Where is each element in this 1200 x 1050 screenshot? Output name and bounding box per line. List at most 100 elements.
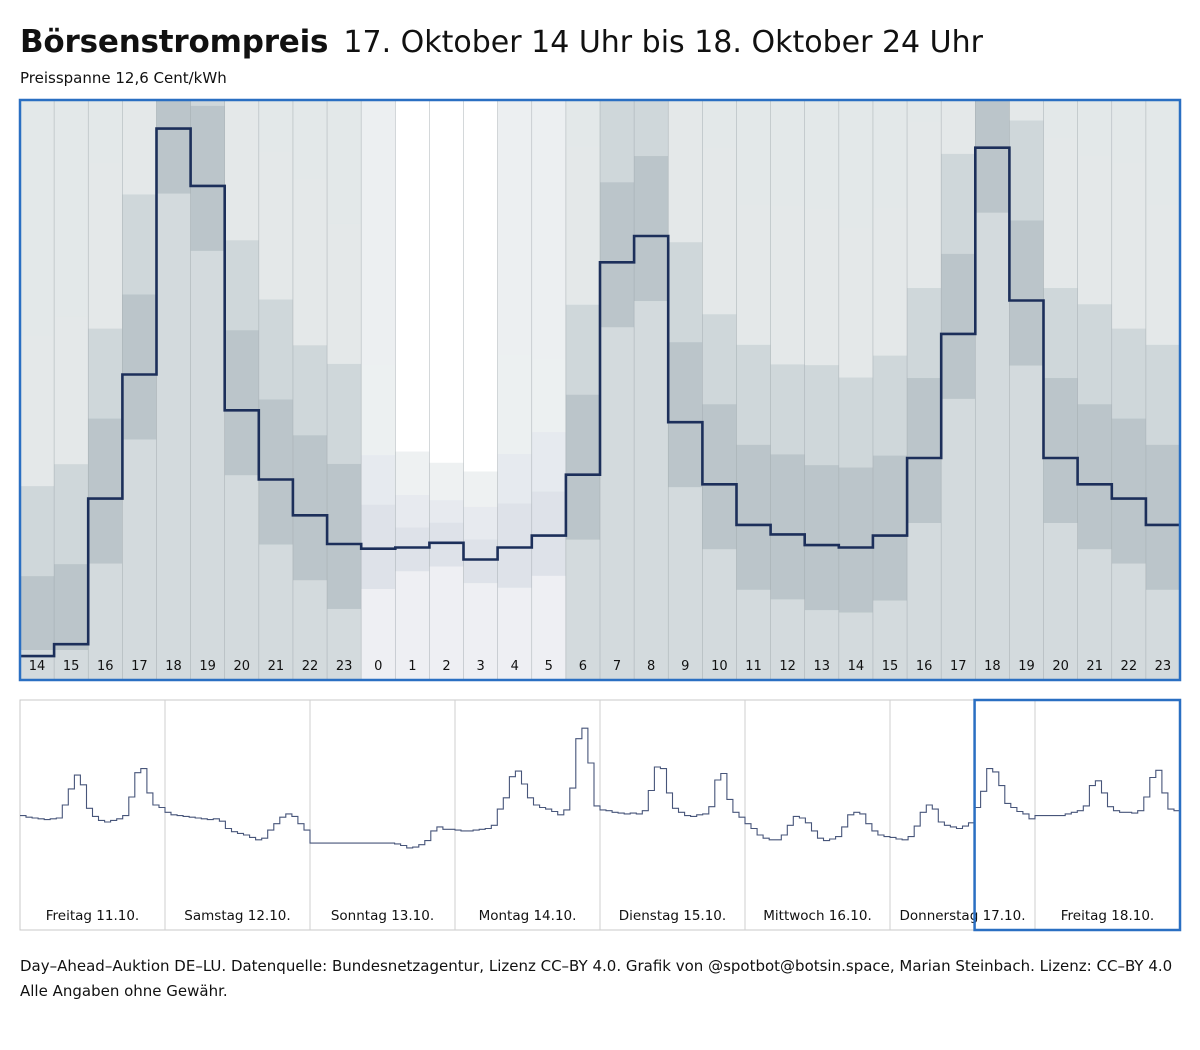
hour-tick-label: 22: [302, 659, 319, 674]
hour-band-core-11: [395, 527, 430, 572]
hour-tick-label: 21: [1086, 659, 1103, 674]
hour-band-lower-3: [122, 439, 157, 680]
chart-title: Börsenstrompreis: [20, 24, 329, 60]
hour-band-core-24: [838, 467, 873, 613]
hour-band-lower-21: [736, 589, 771, 680]
hour-band-core-18: [634, 156, 669, 302]
hour-band-core-14: [497, 503, 532, 588]
hour-tick-label: 1: [408, 659, 416, 674]
day-label: Montag 14.10.: [479, 908, 577, 924]
hour-tick-label: 6: [579, 659, 587, 674]
hour-tick-label: 19: [199, 659, 216, 674]
hour-tick-label: 18: [165, 659, 182, 674]
hour-band-core-2: [88, 418, 123, 564]
main-chart: 14 15 16 17 18 19 20 21 22 23 0 1 2 3 4 5 6 7 8 9 10 11 12 13 14…: [18, 98, 1182, 682]
hour-band-lower-5: [190, 250, 225, 681]
hour-tick-label: 3: [476, 659, 484, 674]
hour-tick-label: 15: [882, 659, 899, 674]
hour-tick-label: 5: [545, 659, 553, 674]
chart-title-row: Börsenstrompreis 17. Oktober 14 Uhr bis …: [20, 24, 983, 60]
hour-tick-label: 20: [1052, 659, 1069, 674]
hour-tick-label: 18: [984, 659, 1001, 674]
hour-tick-label: 2: [442, 659, 450, 674]
hour-tick-label: 9: [681, 659, 689, 674]
hour-band-lower-9: [327, 608, 362, 680]
hour-band-lower-33: [1145, 589, 1180, 680]
hour-tick-label: 0: [374, 659, 382, 674]
hour-band-lower-8: [292, 580, 328, 680]
day-label: Sonntag 13.10.: [331, 908, 434, 924]
hour-band-lower-20: [702, 549, 737, 680]
hour-band-core-9: [327, 463, 362, 609]
hour-tick-label: 4: [511, 659, 519, 674]
hour-band-core-22: [770, 454, 805, 600]
hour-band-core-21: [736, 444, 771, 590]
hour-band-lower-4: [156, 193, 191, 680]
hour-band-core-19: [668, 342, 703, 488]
hour-band-core-25: [872, 455, 908, 601]
hour-band-core-7: [258, 399, 293, 545]
hour-tick-label: 23: [1155, 659, 1172, 674]
hour-tick-label: 16: [97, 659, 114, 674]
hour-band-lower-12: [429, 566, 464, 680]
hour-tick-label: 10: [711, 659, 728, 674]
chart-date-range: 17. Oktober 14 Uhr bis 18. Oktober 24 Uh…: [343, 25, 983, 60]
hour-band-core-1: [54, 564, 89, 650]
hour-band-lower-26: [907, 523, 942, 680]
hour-band-lower-22: [770, 599, 805, 680]
hour-band-core-6: [224, 330, 259, 476]
hour-band-core-15: [531, 491, 566, 576]
hour-band-core-20: [702, 404, 737, 550]
hour-band-core-3: [122, 294, 157, 440]
hour-band-lower-25: [872, 600, 908, 680]
hour-band-core-10: [361, 504, 396, 589]
hour-tick-label: 14: [848, 659, 865, 674]
hour-tick-label: 13: [813, 659, 830, 674]
day-label: Freitag 18.10.: [1061, 908, 1154, 924]
hour-band-lower-28: [975, 212, 1010, 680]
hour-band-lower-7: [258, 544, 293, 680]
price-step-line: [20, 127, 1180, 658]
hour-band-core-33: [1145, 444, 1180, 590]
hour-band-core-8: [292, 435, 328, 581]
hour-band-lower-27: [941, 398, 976, 680]
hour-band-lower-10: [361, 588, 396, 680]
hour-band-core-29: [1009, 220, 1044, 366]
hour-band-lower-30: [1043, 523, 1078, 680]
hour-band-lower-32: [1111, 563, 1146, 680]
hour-band-core-12: [429, 522, 464, 567]
hour-band-lower-2: [88, 563, 123, 680]
day-label: Dienstag 15.10.: [619, 908, 726, 924]
hour-tick-label: 22: [1121, 659, 1138, 674]
overview-step-line: [20, 727, 1180, 849]
hour-band-lower-14: [497, 587, 532, 680]
hour-band-lower-17: [600, 327, 635, 680]
hour-band-core-31: [1077, 404, 1112, 550]
hour-band-core-30: [1043, 378, 1078, 524]
hour-band-core-27: [941, 253, 976, 399]
hour-tick-label: 11: [745, 659, 762, 674]
disclaimer: Alle Angaben ohne Gewähr.: [20, 982, 228, 1000]
hour-band-core-17: [600, 182, 635, 328]
hour-band-lower-19: [668, 487, 703, 680]
day-label: Freitag 11.10.: [46, 908, 139, 924]
hour-band-lower-29: [1009, 365, 1044, 680]
overview-highlight-frame: [973, 698, 1182, 932]
hour-band-lower-11: [395, 571, 430, 680]
hour-tick-label: 19: [1018, 659, 1035, 674]
day-label: Samstag 12.10.: [184, 908, 290, 924]
hour-tick-label: 16: [916, 659, 933, 674]
hour-tick-label: 7: [613, 659, 621, 674]
hour-tick-label: 8: [647, 659, 655, 674]
hour-band-core-4: [156, 100, 191, 194]
day-label: Mittwoch 16.10.: [763, 908, 872, 924]
hour-band-lower-13: [463, 583, 498, 680]
hour-band-core-23: [804, 465, 839, 611]
hour-band-core-13: [463, 539, 498, 584]
hour-band-lower-18: [634, 301, 669, 680]
hour-band-core-32: [1111, 418, 1146, 564]
day-label: Donnerstag 17.10.: [899, 908, 1025, 924]
hour-tick-label: 14: [29, 659, 46, 674]
source-note: Day–Ahead–Auktion DE–LU. Datenquelle: Bu…: [20, 957, 1173, 975]
